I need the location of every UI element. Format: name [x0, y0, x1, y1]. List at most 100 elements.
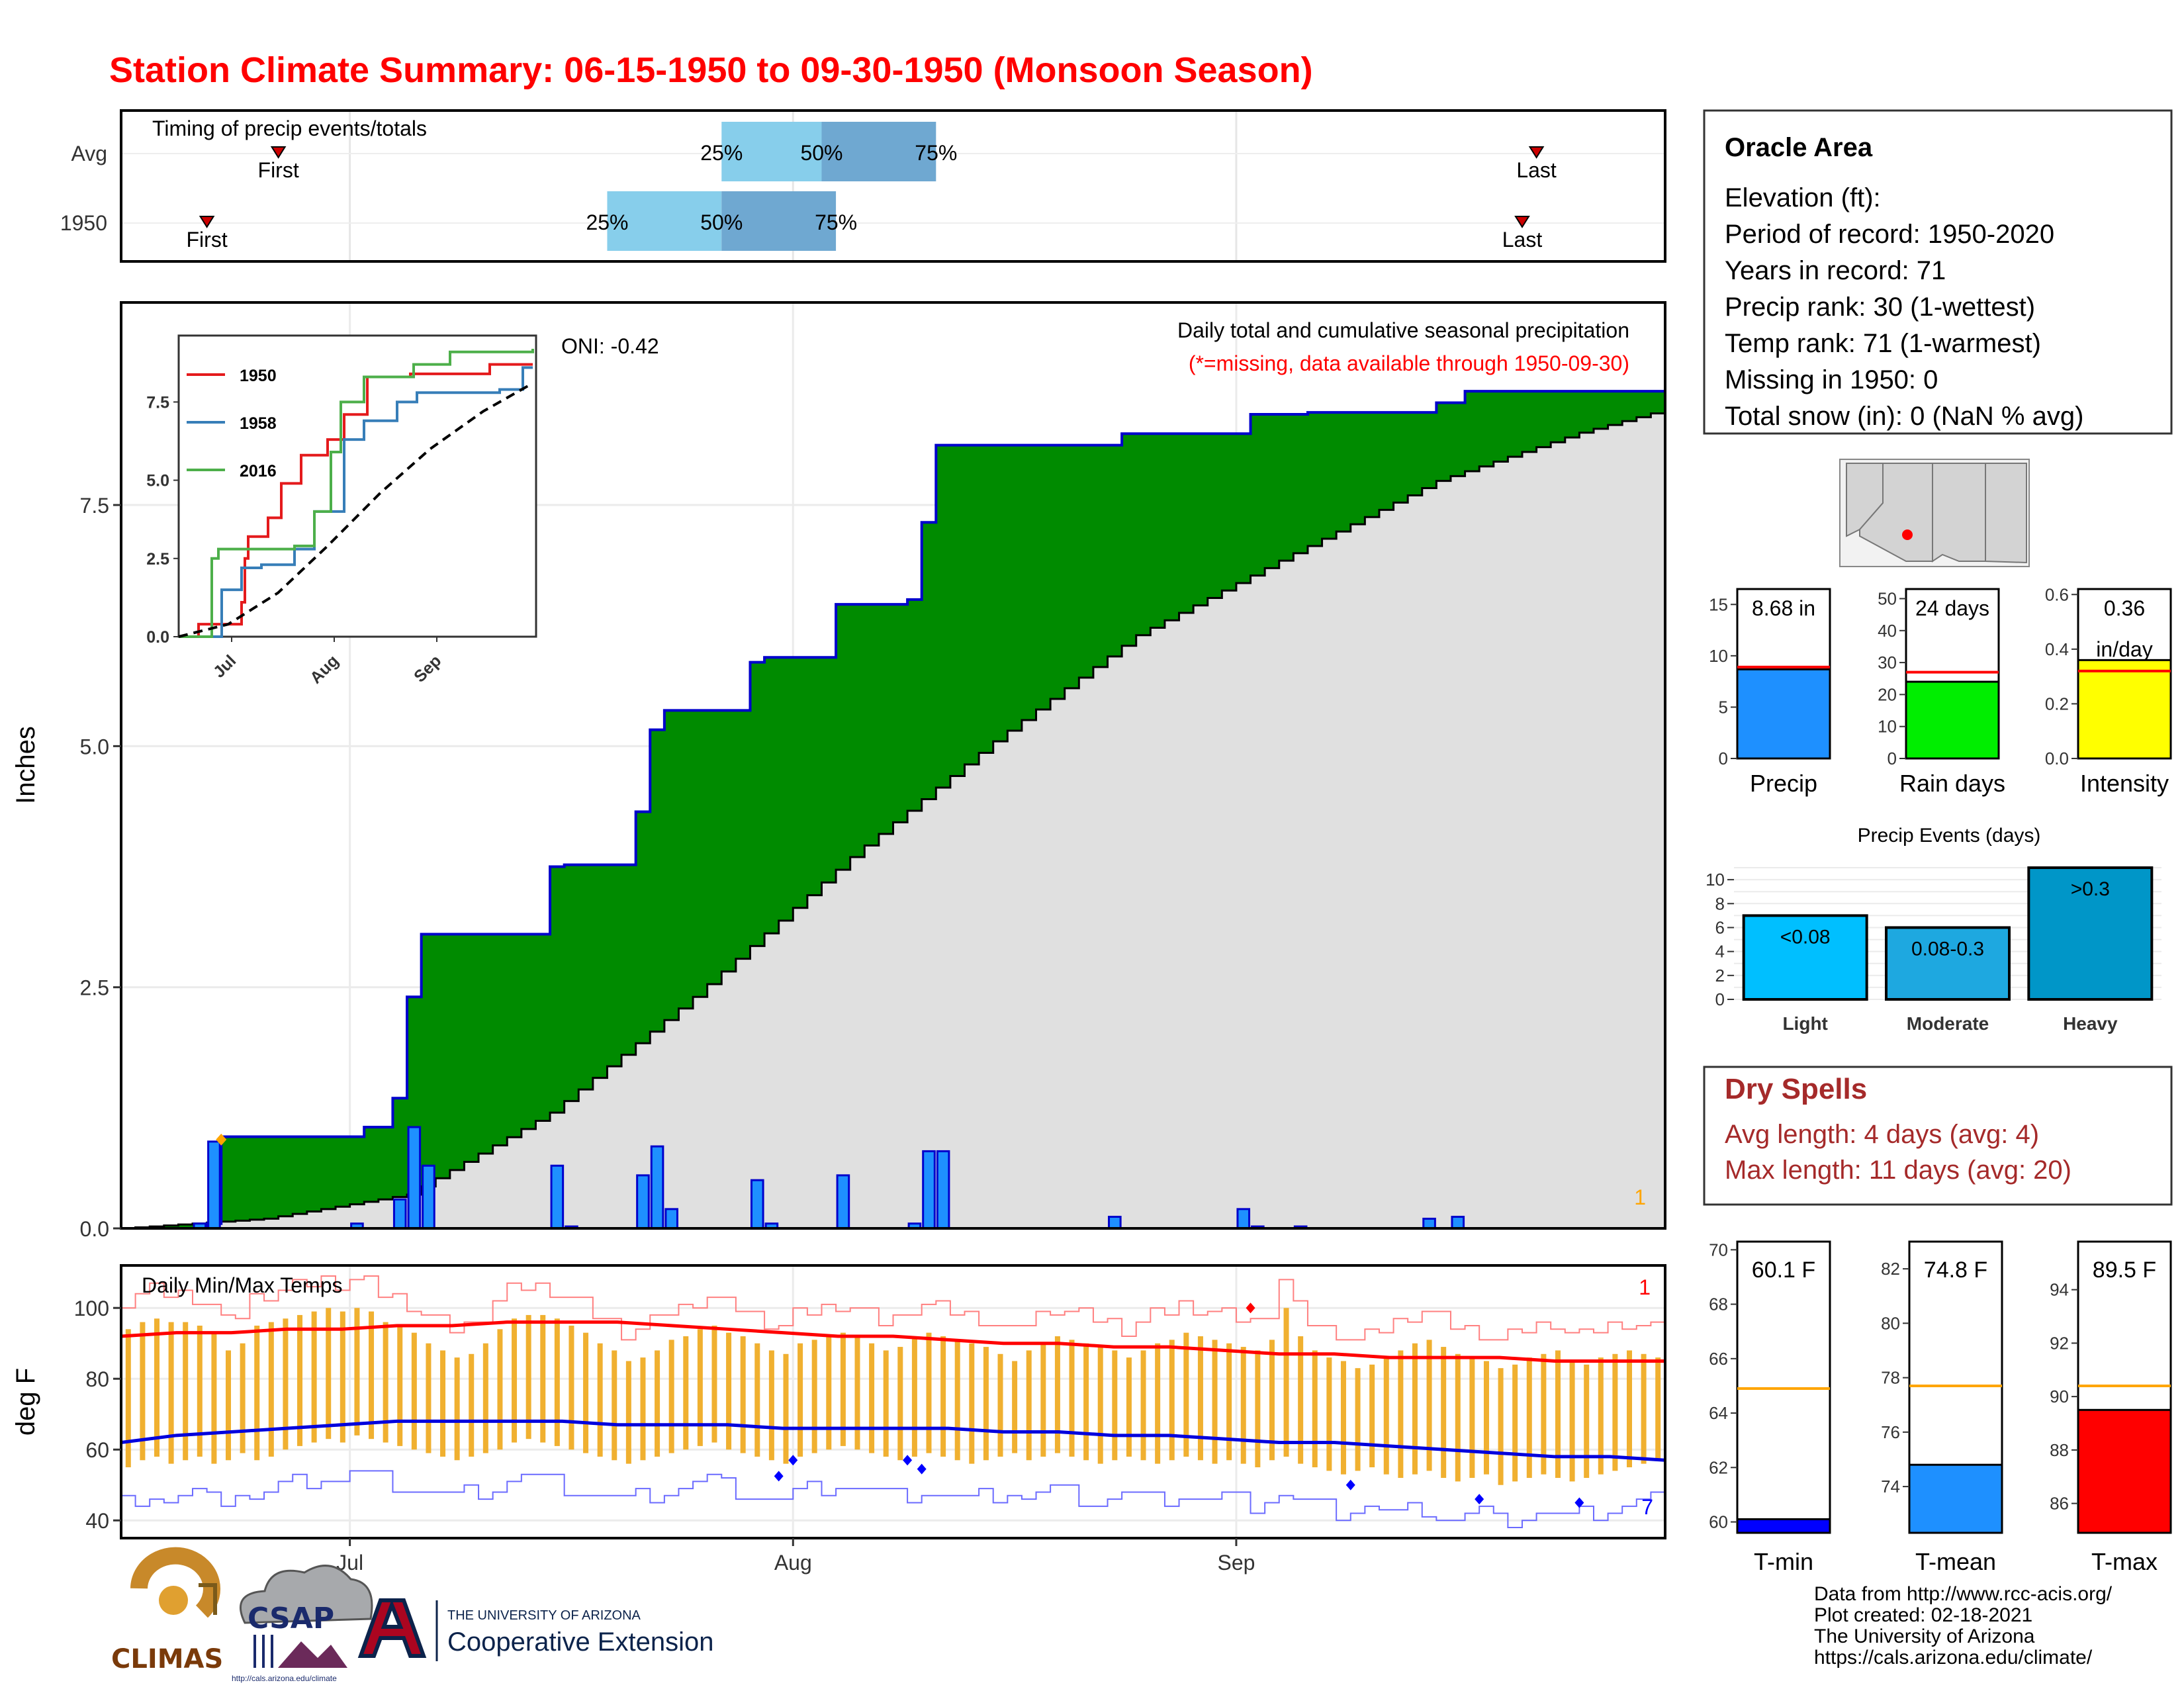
summary-bar-fill-0 — [1736, 668, 1831, 760]
daily-temp-range-29 — [540, 1314, 546, 1443]
events-bar-label-2: >0.3 — [2071, 878, 2110, 900]
temp-ytick-label-3: 100 — [74, 1297, 109, 1320]
record-min-count: 7 — [1641, 1495, 1653, 1519]
daily-temp-range-24 — [469, 1353, 475, 1457]
record-min-marker-3 — [917, 1463, 927, 1475]
daily-temp-range-62 — [1012, 1361, 1018, 1453]
events-yticklabel-5: 10 — [1706, 870, 1725, 890]
footer-line-0: Data from http://www.rcc-acis.org/ — [1814, 1583, 2113, 1605]
timing-p25-label-1: 25% — [586, 210, 628, 234]
temp-summary-value-0: 60.1 F — [1752, 1257, 1815, 1283]
daily-temp-range-0 — [125, 1329, 131, 1467]
temp-summary-fill-0 — [1736, 1518, 1831, 1534]
daily-temp-range-75 — [1197, 1336, 1203, 1461]
daily-temp-range-97 — [1512, 1364, 1518, 1482]
station-line-2: Years in record: 71 — [1725, 256, 1946, 285]
summary-bar-ticklabel-2-3: 0.6 — [2045, 584, 2069, 604]
temp-bg — [121, 1265, 1665, 1538]
temp-summary-frame-0 — [1736, 1240, 1831, 1534]
record-min-marker-0 — [774, 1471, 784, 1482]
record-max-marker — [1246, 1303, 1255, 1314]
locator-map — [1839, 459, 2030, 567]
csap-url: http://cals.arizona.edu/climate — [232, 1674, 337, 1683]
record-low-line — [121, 1470, 1665, 1528]
daily-temp-range-68 — [1097, 1347, 1103, 1464]
daily-temp-range-63 — [1026, 1350, 1032, 1461]
daily-temp-range-9 — [254, 1325, 260, 1461]
main-ytick-label-1: 2.5 — [80, 976, 109, 1000]
station-line-3: Precip rank: 30 (1-wettest) — [1725, 293, 2035, 322]
station-name: Oracle Area — [1725, 133, 1873, 162]
record-min-marker-2 — [903, 1455, 913, 1466]
summary-bar-value2-2: in/day — [2096, 637, 2152, 661]
timing-last-marker-1 — [1514, 216, 1530, 228]
daily-temp-range-36 — [640, 1357, 646, 1461]
daily-temp-range-47 — [797, 1343, 803, 1457]
daily-temp-range-105 — [1626, 1350, 1632, 1467]
timing-last-label-1: Last — [1502, 228, 1543, 251]
daily-temp-range-87 — [1369, 1364, 1375, 1467]
temp-xtick-label-2: Sep — [1217, 1551, 1255, 1575]
footer: CLIMAS CSAP http://cals.arizona.edu/clim… — [111, 1547, 2113, 1683]
daily-temp-range-45 — [768, 1350, 774, 1461]
main-ytick-label-0: 0.0 — [80, 1217, 109, 1241]
inset-ytick-label-2: 5.0 — [146, 472, 169, 490]
inset-frame — [177, 334, 537, 638]
daily-precip-bar-1 — [207, 1140, 221, 1230]
daily-temp-range-65 — [1054, 1336, 1060, 1453]
events-bar-0 — [1742, 914, 1868, 1001]
summary-bar-ticklabel-1-3: 30 — [1878, 653, 1897, 672]
temp-y-ticks: 40 60 80 100 — [74, 1297, 121, 1533]
events-yticklabel-0: 0 — [1715, 989, 1725, 1009]
avg-cumulative-line — [121, 412, 1665, 1230]
daily-temp-range-86 — [1355, 1368, 1361, 1471]
summary-bar-label-1: Rain days — [1899, 770, 2005, 797]
daily-temp-range-48 — [811, 1340, 817, 1453]
daily-temp-range-8 — [240, 1343, 246, 1453]
max-daily-marker — [216, 1133, 227, 1146]
daily-temp-range-90 — [1412, 1343, 1418, 1475]
events-category-1: Moderate — [1907, 1013, 1989, 1034]
daily-temp-range-88 — [1383, 1357, 1389, 1475]
ua-a-icon — [357, 1598, 427, 1658]
temp-summary-ticklabel-0-2: 64 — [1709, 1403, 1728, 1423]
main-missing-note: (*=missing, data available through 1950-… — [1189, 351, 1629, 375]
temp-summary-ticklabel-1-0: 74 — [1881, 1477, 1900, 1496]
daily-temp-range-37 — [655, 1350, 660, 1457]
summary-bar-value-1: 24 days — [1915, 596, 1989, 620]
daily-temp-range-3 — [168, 1322, 174, 1464]
daily-temp-range-101 — [1569, 1361, 1575, 1482]
temp-x-ticks: Jul Aug Sep — [336, 1538, 1255, 1575]
footer-line-3: https://cals.arizona.edu/climate/ — [1814, 1647, 2093, 1668]
temp-summary-fill-2 — [2077, 1408, 2172, 1534]
daily-temp-range-76 — [1212, 1340, 1218, 1464]
daily-temp-range-61 — [997, 1353, 1003, 1457]
daily-temp-range-102 — [1584, 1364, 1590, 1479]
summary-bar-ticklabel-2-0: 0.0 — [2045, 749, 2069, 768]
precip-events-chart: Precip Events (days) <0.08 Light 0.08-0.3 M… — [1706, 825, 2161, 1034]
timing-bar-upper-0 — [821, 122, 936, 181]
csap-mountain-icon — [278, 1641, 347, 1668]
daily-temp-range-53 — [883, 1350, 889, 1457]
events-bar-1 — [1885, 926, 2011, 1001]
temp-xtick-label-1: Aug — [774, 1551, 812, 1575]
summary-bar-ticklabel-1-1: 10 — [1878, 717, 1897, 737]
daily-temp-range-57 — [940, 1336, 946, 1457]
temp-grid — [121, 1265, 1665, 1538]
timing-p75-label-1: 75% — [815, 210, 857, 234]
daily-temp-range-73 — [1169, 1340, 1175, 1461]
temp-summary-ticklabel-0-1: 62 — [1709, 1457, 1728, 1477]
main-frame — [120, 301, 1666, 1230]
daily-temp-range-89 — [1398, 1350, 1404, 1479]
daily-temp-range-92 — [1441, 1347, 1447, 1479]
daily-temp-range-21 — [426, 1343, 432, 1453]
timing-bar-upper-1 — [721, 191, 837, 251]
temp-summary-label-0: T-min — [1754, 1548, 1813, 1575]
daily-temp-range-98 — [1526, 1357, 1532, 1479]
daily-temp-range-74 — [1183, 1332, 1189, 1457]
summary-bar-ticklabel-2-1: 0.2 — [2045, 694, 2069, 713]
daily-precip-bar-13 — [836, 1174, 850, 1230]
map-state-east — [1985, 463, 2027, 564]
daily-temp-range-95 — [1483, 1361, 1489, 1475]
